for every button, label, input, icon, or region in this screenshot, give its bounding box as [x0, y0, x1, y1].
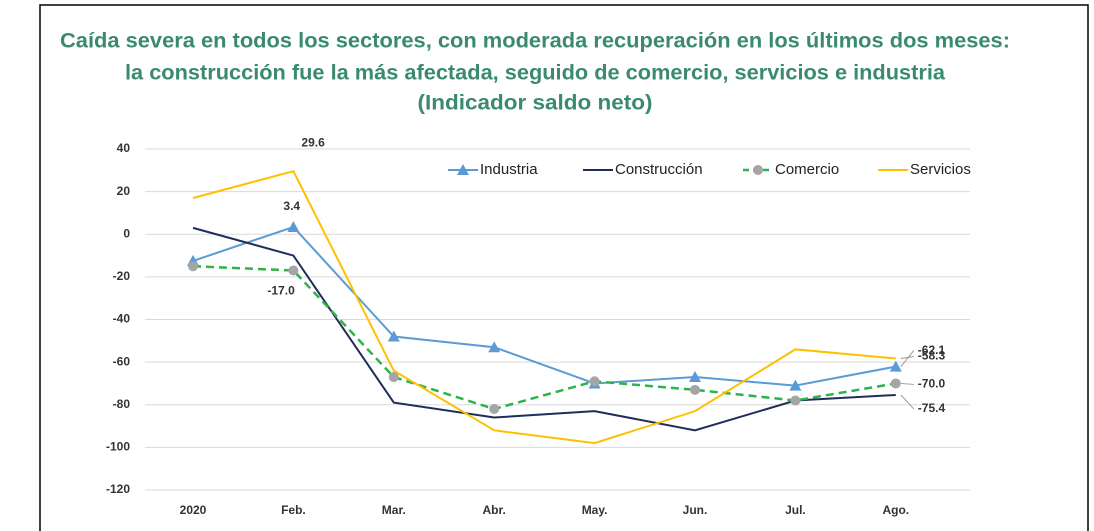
value-label: 29.6	[301, 135, 325, 149]
chart-title: (Indicador saldo neto)	[418, 92, 653, 115]
leader-line	[900, 350, 915, 367]
x-tick-label: 2020	[180, 503, 207, 517]
value-label: -70.0	[918, 377, 946, 391]
leader-line	[900, 356, 914, 359]
value-label: -17.0	[267, 284, 295, 298]
marker	[689, 371, 701, 383]
x-tick-label: Mar.	[382, 503, 406, 517]
marker	[890, 378, 901, 389]
x-tick-label: May.	[582, 503, 608, 517]
legend-marker	[457, 164, 469, 175]
marker	[690, 384, 700, 395]
marker	[589, 376, 600, 387]
marker	[188, 261, 198, 272]
leader-line	[900, 382, 914, 385]
chart-title: la construcción fue la más afectada, seg…	[125, 62, 945, 85]
legend-label: Construcción	[615, 161, 703, 178]
frame	[39, 4, 1089, 531]
y-tick-label: -100	[106, 440, 130, 454]
y-tick-label: -80	[113, 397, 131, 411]
y-tick-label: -20	[113, 269, 131, 283]
marker	[488, 341, 501, 353]
y-tick-label: 40	[117, 141, 131, 155]
marker	[287, 221, 300, 233]
value-label: -58.3	[918, 349, 946, 363]
y-tick-label: -40	[113, 312, 131, 326]
marker	[790, 395, 801, 406]
x-tick-label: Jul.	[785, 503, 806, 517]
marker	[789, 379, 802, 391]
series-line	[192, 225, 896, 387]
marker	[387, 330, 400, 342]
series-line	[192, 169, 896, 445]
series-line	[192, 226, 896, 432]
x-tick-label: Ago.	[882, 503, 909, 517]
value-label: -75.4	[918, 401, 946, 415]
marker	[889, 360, 902, 372]
marker	[489, 404, 500, 415]
x-tick-label: Jun.	[683, 503, 708, 517]
y-tick-label: 20	[117, 184, 131, 198]
y-tick-label: 0	[123, 226, 130, 240]
marker	[388, 372, 399, 383]
x-tick-label: Feb.	[281, 503, 306, 517]
series-line	[192, 264, 897, 411]
legend-label: Comercio	[775, 161, 839, 178]
marker	[288, 265, 299, 276]
y-tick-label: -120	[106, 482, 130, 496]
legend-marker	[753, 165, 763, 175]
y-tick-label: -60	[113, 354, 131, 368]
chart-title: Caída severa en todos los sectores, con …	[60, 30, 1010, 53]
value-label: 3.4	[283, 199, 300, 213]
value-label: -62.1	[918, 343, 946, 357]
legend-label: Industria	[480, 161, 538, 178]
x-tick-label: Abr.	[483, 503, 506, 517]
legend-label: Servicios	[910, 161, 971, 178]
leader-line	[900, 394, 915, 410]
